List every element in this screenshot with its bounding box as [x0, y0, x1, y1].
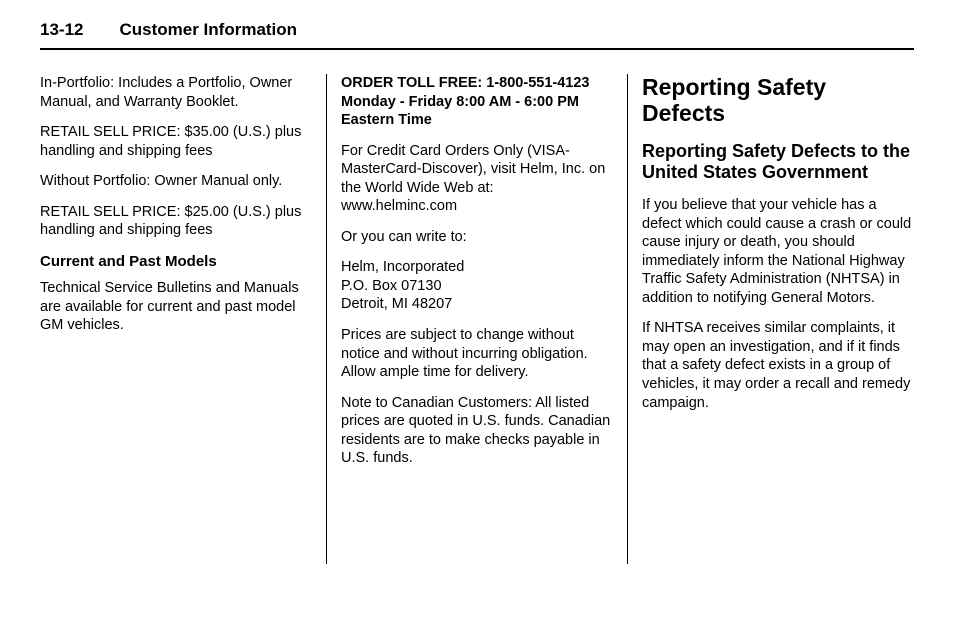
col3-p2: If NHTSA receives similar complaints, it… [642, 319, 914, 412]
col3-h2: Reporting Safety Defects to the United S… [642, 141, 914, 184]
page-number: 13-12 [40, 20, 83, 40]
col1-subhead: Current and Past Models [40, 252, 312, 271]
col3-p1: If you believe that your vehicle has a d… [642, 196, 914, 307]
column-3: Reporting Safety Defects Reporting Safet… [628, 74, 914, 564]
col1-p4: RETAIL SELL PRICE: $25.00 (U.S.) plus ha… [40, 203, 312, 240]
column-2: ORDER TOLL FREE: 1-800-551-4123 Monday -… [327, 74, 627, 564]
col3-h1: Reporting Safety Defects [642, 74, 914, 127]
col1-p1: In-Portfolio: Includes a Portfolio, Owne… [40, 74, 312, 111]
page-header: 13-12 Customer Information [40, 20, 914, 40]
header-rule [40, 48, 914, 50]
col2-p5: Note to Canadian Customers: All listed p… [341, 394, 613, 468]
header-title: Customer Information [119, 20, 297, 40]
col2-bold: ORDER TOLL FREE: 1-800-551-4123 Monday -… [341, 74, 613, 130]
col2-p3: Helm, Incorporated P.O. Box 07130 Detroi… [341, 258, 613, 314]
content-columns: In-Portfolio: Includes a Portfolio, Owne… [40, 74, 914, 564]
col1-p5: Technical Service Bulletins and Manuals … [40, 279, 312, 335]
col2-p2: Or you can write to: [341, 228, 613, 247]
column-1: In-Portfolio: Includes a Portfolio, Owne… [40, 74, 326, 564]
col1-p2: RETAIL SELL PRICE: $35.00 (U.S.) plus ha… [40, 123, 312, 160]
col1-p3: Without Portfolio: Owner Manual only. [40, 172, 312, 191]
col2-p1: For Credit Card Orders Only (VISA-Master… [341, 142, 613, 216]
col2-p4: Prices are subject to change without not… [341, 326, 613, 382]
